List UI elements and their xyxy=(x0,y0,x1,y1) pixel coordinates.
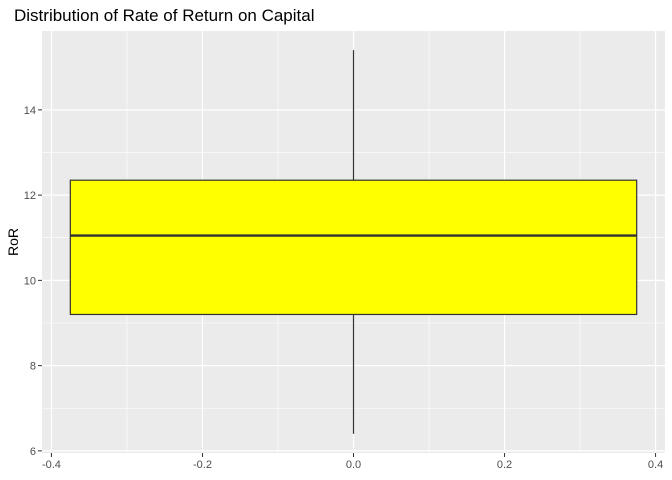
y-tick-label: 14 xyxy=(24,105,36,117)
y-tick-label: 8 xyxy=(30,361,36,373)
x-axis: -0.4 -0.2 0.0 0.2 0.4 xyxy=(42,453,663,471)
y-axis: 6 8 10 12 14 xyxy=(24,105,42,458)
chart-title: Distribution of Rate of Return on Capita… xyxy=(14,6,315,25)
x-tick-label: 0.0 xyxy=(346,459,361,471)
x-tick-label: -0.2 xyxy=(193,459,212,471)
y-tick-label: 10 xyxy=(24,275,36,287)
box-iqr xyxy=(69,179,638,316)
y-tick-label: 12 xyxy=(24,190,36,202)
x-tick-label: 0.2 xyxy=(497,459,512,471)
x-tick-label: -0.4 xyxy=(42,459,61,471)
boxplot xyxy=(69,50,638,434)
y-tick-label: 6 xyxy=(30,446,36,458)
y-axis-title: RoR xyxy=(5,228,21,256)
x-tick-label: 0.4 xyxy=(648,459,663,471)
